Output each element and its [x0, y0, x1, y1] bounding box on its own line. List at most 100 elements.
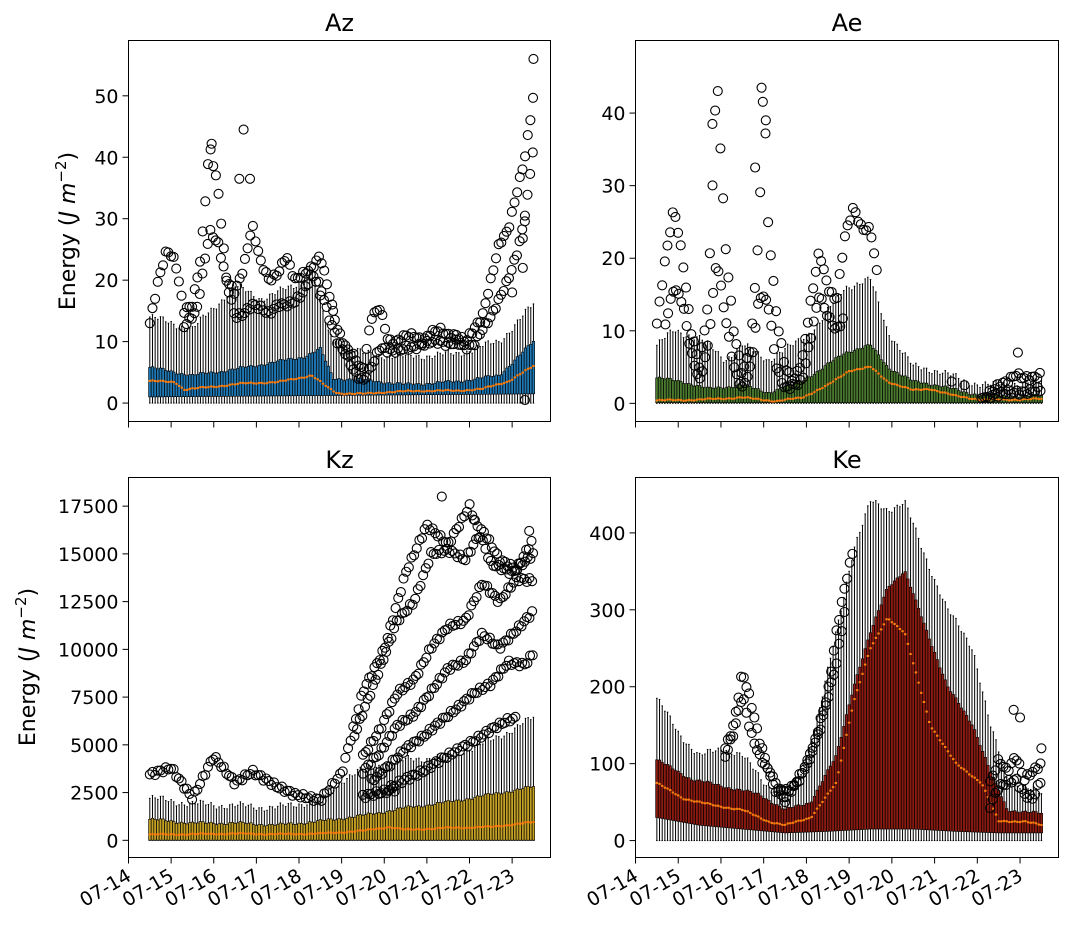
outlier-point [487, 587, 498, 599]
outlier-point [836, 596, 847, 607]
box [914, 379, 918, 403]
box [826, 362, 830, 403]
outlier-point [221, 272, 232, 283]
box [233, 823, 237, 841]
outlier-point [397, 685, 408, 696]
box [754, 792, 758, 831]
outlier-point [517, 262, 528, 273]
outlier-point [728, 731, 739, 742]
outlier-point [519, 573, 530, 584]
outlier-point [354, 713, 365, 724]
box [156, 819, 160, 841]
box [451, 381, 456, 395]
outlier-point [386, 633, 397, 644]
outlier-point [808, 316, 819, 327]
box [898, 576, 902, 830]
outlier-point [250, 236, 261, 247]
y-axis-label: Energy (J m−2) [12, 588, 41, 746]
box [273, 825, 277, 841]
outlier-point [399, 607, 410, 618]
outlier-point [287, 790, 298, 801]
outlier-point [871, 264, 882, 276]
box [334, 819, 338, 841]
box [419, 384, 424, 396]
box [406, 382, 410, 396]
box [388, 810, 392, 841]
box [502, 792, 506, 841]
outlier-point [812, 726, 823, 737]
y-tick-label: 20 [601, 248, 625, 270]
outlier-point [834, 614, 845, 625]
box [489, 794, 493, 841]
box [217, 371, 221, 397]
outlier-point [373, 669, 384, 680]
box [345, 818, 349, 841]
box [839, 355, 843, 403]
outlier-point [460, 612, 472, 623]
outlier-point [379, 715, 390, 726]
outlier-point [839, 231, 850, 242]
outlier-point [517, 657, 528, 668]
outlier-point [407, 769, 418, 780]
box [475, 795, 480, 841]
outlier-point [518, 551, 529, 562]
outlier-point [651, 318, 662, 329]
outlier-point [1036, 743, 1047, 754]
box [305, 823, 309, 841]
box [459, 800, 464, 841]
outlier-point [1006, 758, 1017, 769]
outlier-point [750, 162, 761, 173]
box [321, 820, 325, 841]
outlier-point [358, 363, 369, 374]
box [903, 375, 907, 403]
outlier-point [729, 362, 740, 373]
outlier-point [160, 762, 171, 773]
outlier-point [287, 270, 298, 282]
outlier-point [473, 730, 484, 741]
box [284, 824, 288, 841]
box [882, 596, 886, 830]
outlier-point [415, 765, 426, 776]
box [483, 375, 488, 395]
box [150, 366, 155, 398]
outlier-point [207, 232, 219, 243]
outlier-point [313, 793, 325, 804]
outlier-point [462, 741, 473, 752]
box [198, 821, 202, 841]
box [222, 371, 226, 397]
box [660, 377, 664, 403]
outlier-point [686, 329, 697, 340]
outlier-point [746, 727, 757, 738]
y-tick-label: 30 [601, 176, 625, 198]
panel-kz: Kz 02500500075001000012500150001750007-1… [12, 446, 551, 911]
outlier-point [464, 694, 475, 705]
outlier-point [479, 631, 490, 642]
box [451, 801, 456, 841]
box [417, 383, 421, 396]
box [1039, 813, 1043, 834]
outlier-point [826, 666, 837, 677]
box [967, 720, 971, 833]
outlier-point [409, 550, 420, 561]
box [975, 737, 979, 833]
outlier-point [1010, 370, 1022, 382]
outlier-point [366, 773, 377, 784]
outlier-point [424, 338, 435, 349]
outlier-point [985, 776, 996, 787]
box [380, 812, 384, 841]
y-axis-label: Energy (J m−2) [52, 152, 81, 310]
box [164, 820, 168, 841]
outlier-point [372, 658, 383, 669]
outlier-point [509, 197, 520, 208]
box [150, 817, 155, 841]
outlier-point [839, 583, 850, 594]
outlier-point [524, 573, 535, 584]
box [842, 353, 846, 403]
outlier-point [495, 643, 506, 654]
box [422, 384, 426, 396]
outlier-point [803, 342, 814, 353]
outlier-point [349, 731, 360, 742]
box [294, 359, 298, 397]
outlier-point [382, 632, 393, 643]
outlier-point [303, 279, 314, 290]
